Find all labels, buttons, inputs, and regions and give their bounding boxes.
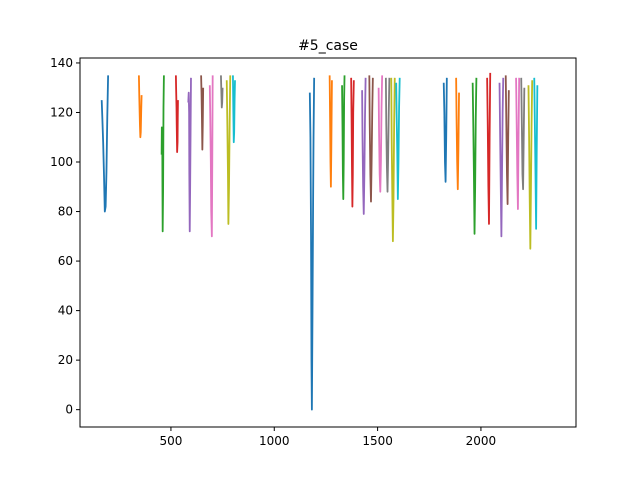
y-tick-label: 80 xyxy=(58,205,73,219)
series-line-1 xyxy=(100,75,110,213)
y-tick-label: 100 xyxy=(50,155,73,169)
series-line-8 xyxy=(220,75,224,109)
series-line-25 xyxy=(498,77,505,238)
series-line-24 xyxy=(486,72,492,225)
series-line-16 xyxy=(368,75,374,203)
series-line-20 xyxy=(395,77,401,201)
series-line-28 xyxy=(520,77,526,191)
series-line-3 xyxy=(160,75,165,233)
y-tick-label: 20 xyxy=(58,353,73,367)
series-line-27 xyxy=(515,77,521,210)
series-line-9 xyxy=(225,75,232,225)
series-line-7 xyxy=(208,75,214,238)
series-line-6 xyxy=(200,75,205,151)
series-line-18 xyxy=(384,77,391,193)
series-line-12 xyxy=(328,75,333,188)
series-line-22 xyxy=(455,77,460,191)
series-line-23 xyxy=(471,77,478,235)
x-tick-label: 500 xyxy=(159,434,182,448)
x-tick-label: 1000 xyxy=(259,434,290,448)
series-line-19 xyxy=(390,77,396,243)
y-tick-label: 120 xyxy=(50,105,73,119)
x-tick-label: 2000 xyxy=(466,434,497,448)
plot-frame xyxy=(79,57,577,428)
y-tick-label: 0 xyxy=(65,403,73,417)
series-line-11 xyxy=(308,77,316,411)
series-line-29 xyxy=(527,80,534,250)
y-tick-label: 40 xyxy=(58,304,73,318)
series-line-2 xyxy=(138,75,143,139)
series-line-5 xyxy=(187,77,192,233)
series-line-21 xyxy=(442,77,448,183)
series-line-10 xyxy=(232,75,236,144)
series-layer xyxy=(100,72,539,411)
series-line-17 xyxy=(377,75,384,193)
x-tick-label: 1500 xyxy=(362,434,393,448)
y-tick-label: 140 xyxy=(50,56,73,70)
series-line-30 xyxy=(533,77,539,230)
series-line-4 xyxy=(174,75,179,154)
y-tick-label: 60 xyxy=(58,254,73,268)
y-axis: 0 20 40 60 80 100 120 140 xyxy=(50,56,80,417)
series-line-15 xyxy=(361,77,367,215)
series-line-13 xyxy=(341,75,346,201)
series-line-14 xyxy=(350,77,355,208)
x-axis: 500 1000 1500 2000 xyxy=(159,427,496,448)
chart-title: #5_case xyxy=(298,38,358,54)
series-line-26 xyxy=(504,75,510,206)
